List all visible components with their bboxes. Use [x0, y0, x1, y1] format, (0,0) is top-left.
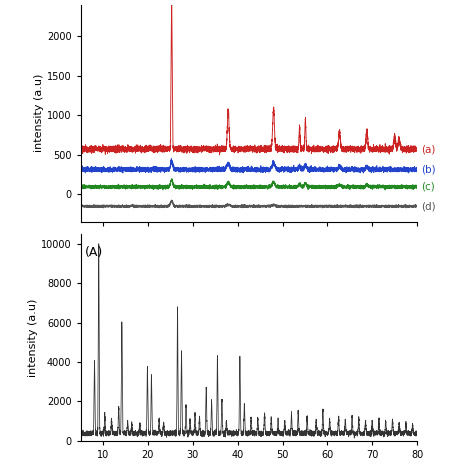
Text: (b): (b)	[421, 164, 435, 174]
Text: (d): (d)	[421, 201, 435, 211]
Y-axis label: intensity (a.u): intensity (a.u)	[28, 298, 38, 377]
Text: (a): (a)	[421, 144, 435, 154]
Text: (c): (c)	[421, 182, 435, 192]
Y-axis label: intensity (a.u): intensity (a.u)	[34, 74, 44, 152]
Text: (A): (A)	[85, 246, 103, 259]
